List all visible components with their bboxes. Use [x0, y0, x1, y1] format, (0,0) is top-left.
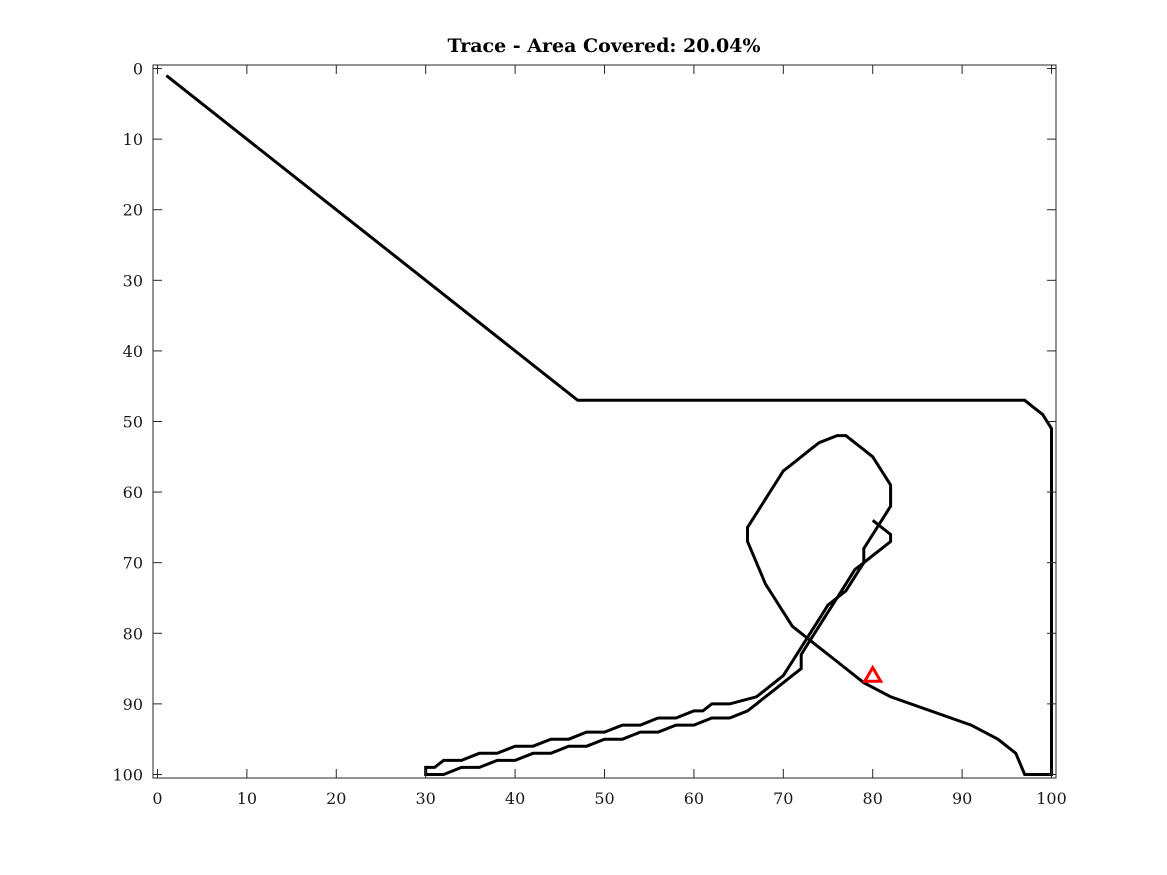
y-tick-label-3: 30 [123, 271, 143, 290]
x-tick-label-2: 20 [326, 789, 346, 808]
trace-line-0 [165, 74, 1053, 776]
y-tick-label-2: 20 [123, 201, 143, 220]
x-tick-label-6: 60 [684, 789, 704, 808]
y-tick-label-1: 10 [123, 130, 143, 149]
y-axis: 0 10 20 30 40 50 60 70 80 90 100 [112, 60, 1056, 784]
y-tick-label-5: 50 [123, 413, 143, 432]
marker-layer [862, 664, 884, 683]
x-tick-label-7: 70 [773, 789, 793, 808]
y-tick-label-4: 40 [123, 342, 143, 361]
y-tick-label-9: 90 [123, 695, 143, 714]
x-tick-label-4: 40 [505, 789, 525, 808]
y-tick-label-7: 70 [123, 554, 143, 573]
x-tick-label-10: 100 [1036, 789, 1067, 808]
current-position-marker [862, 664, 884, 683]
y-tick-label-10: 100 [112, 765, 143, 784]
x-tick-label-5: 50 [594, 789, 614, 808]
y-tick-label-6: 60 [123, 483, 143, 502]
x-tick-label-9: 90 [952, 789, 972, 808]
x-axis: 0 10 20 30 40 50 60 70 80 90 100 [152, 65, 1067, 808]
x-tick-label-8: 80 [863, 789, 883, 808]
chart-title: Trace - Area Covered: 20.04% [447, 35, 760, 57]
y-tick-label-0: 0 [133, 60, 143, 79]
x-tick-label-3: 30 [416, 789, 436, 808]
trace-layer [165, 74, 1053, 776]
x-tick-label-0: 0 [152, 789, 162, 808]
y-tick-label-8: 80 [123, 624, 143, 643]
x-tick-label-1: 10 [237, 789, 257, 808]
